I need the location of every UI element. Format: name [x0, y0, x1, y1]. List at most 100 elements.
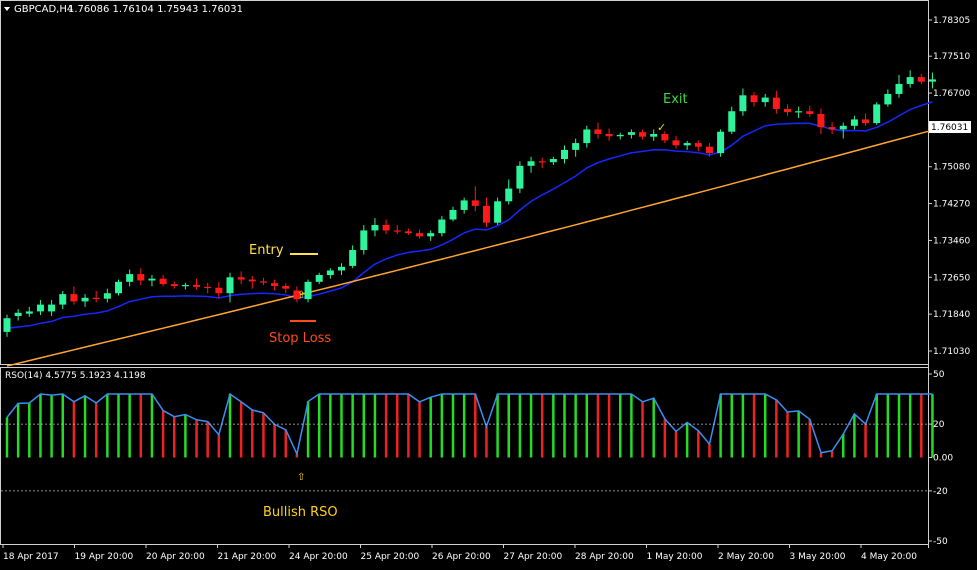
- candle-body: [482, 205, 490, 223]
- price-tick-label: 1.77510: [933, 52, 970, 62]
- candle-body: [170, 284, 178, 286]
- candle-body: [226, 277, 234, 294]
- rso-tick-label: -50: [933, 537, 948, 547]
- candle-body: [538, 161, 546, 163]
- candle-body: [36, 304, 44, 312]
- time-tick-label: 19 Apr 20:00: [75, 552, 134, 562]
- candle-body: [204, 286, 212, 289]
- candle-body: [271, 283, 279, 286]
- candle-body: [784, 108, 791, 113]
- candle-body: [338, 266, 345, 271]
- time-tick-label: 28 Apr 20:00: [575, 552, 634, 562]
- candle-body: [416, 233, 424, 237]
- candle-body: [862, 119, 870, 124]
- price-tick-label: 1.78305: [933, 16, 970, 26]
- exit-check-icon: ✓: [657, 121, 666, 134]
- candle-body: [817, 113, 825, 128]
- candle-body: [25, 311, 33, 314]
- candle-body: [839, 125, 847, 130]
- candle-body: [928, 79, 936, 82]
- price-tick-label: 1.75080: [933, 163, 970, 173]
- time-tick-label: 27 Apr 20:00: [504, 552, 563, 562]
- main-panel-border: [0, 0, 929, 365]
- moving-averages: [6, 101, 933, 367]
- candle-body: [159, 278, 167, 285]
- candle-body: [627, 132, 635, 135]
- time-tick-label: 24 Apr 20:00: [289, 552, 348, 562]
- rso-axis: 50 20 0.00 -20 -50: [1, 370, 953, 547]
- time-tick-label: 1 May 20:00: [647, 552, 703, 562]
- rso-tick-label: 0.00: [933, 454, 953, 464]
- rso-signal-line: [6, 392, 933, 457]
- symbol-label[interactable]: GBPCAD,H4: [14, 4, 73, 15]
- rso-title: RSO(14) 4.5775 5.1923 4.1198: [5, 371, 146, 381]
- time-axis: 18 Apr 2017 19 Apr 20:00 20 Apr 20:00 21 Ap…: [2, 544, 917, 562]
- candle-body: [449, 209, 457, 220]
- price-tick-label: 1.72650: [933, 273, 970, 283]
- buy-arrow-icon: ⇧: [297, 290, 305, 301]
- candles: [3, 70, 936, 337]
- candle-body: [527, 161, 535, 166]
- candle-body: [315, 275, 323, 282]
- candle-body: [259, 281, 267, 283]
- candle-body: [193, 285, 201, 287]
- rso-histogram: [5, 392, 934, 458]
- candle-body: [349, 249, 357, 266]
- candle-body: [594, 129, 602, 134]
- price-axis: 1.783051.775101.767001.758901.750801.742…: [928, 16, 970, 357]
- current-price-tag: 1.76031: [929, 121, 971, 133]
- candle-body: [750, 95, 758, 103]
- slow-ma-line: [6, 129, 933, 367]
- time-tick-label: 26 Apr 20:00: [432, 552, 491, 562]
- candle-body: [705, 146, 713, 154]
- candle-body: [505, 188, 513, 202]
- candle-body: [772, 97, 780, 109]
- price-tick-label: 1.71030: [933, 347, 970, 357]
- price-tick-label: 1.74270: [933, 200, 970, 210]
- candle-body: [739, 95, 747, 112]
- time-tick-label: 25 Apr 20:00: [361, 552, 420, 562]
- symbol-dropdown-icon[interactable]: [4, 7, 10, 11]
- candle-body: [293, 290, 301, 300]
- candle-body: [404, 231, 412, 234]
- candle-body: [70, 294, 78, 302]
- candle-body: [917, 77, 925, 82]
- candle-body: [215, 287, 223, 294]
- candle-body: [81, 297, 89, 302]
- candle-body: [572, 143, 580, 150]
- time-tick-label: 18 Apr 2017: [3, 552, 59, 562]
- candle-body: [393, 230, 401, 232]
- candle-body: [115, 281, 122, 294]
- candle-body: [103, 293, 111, 299]
- candle-body: [3, 318, 11, 332]
- time-tick-label: 3 May 20:00: [790, 552, 846, 562]
- candle-body: [717, 131, 725, 154]
- candle-body: [549, 158, 557, 163]
- candle-body: [248, 279, 256, 282]
- candle-body: [304, 281, 312, 300]
- candle-body: [806, 111, 814, 114]
- candle-body: [583, 129, 591, 144]
- current-price-value: 1.76031: [931, 123, 968, 133]
- candle-body: [795, 111, 803, 113]
- candle-body: [371, 224, 379, 231]
- candle-body: [616, 134, 624, 137]
- candle-body: [382, 224, 390, 231]
- candle-body: [516, 165, 524, 189]
- candle-body: [761, 97, 769, 103]
- entry-label: Entry: [249, 243, 284, 258]
- candle-body: [884, 93, 892, 105]
- candle-body: [460, 200, 468, 210]
- candle-body: [561, 149, 568, 159]
- price-tick-label: 1.71840: [933, 310, 970, 320]
- candle-body: [494, 201, 502, 223]
- time-tick-label: 21 Apr 20:00: [218, 552, 277, 562]
- time-tick-label: 20 Apr 20:00: [146, 552, 205, 562]
- candle-body: [326, 270, 334, 276]
- price-tick-label: 1.76700: [933, 89, 970, 99]
- candle-body: [873, 104, 881, 124]
- candle-body: [694, 143, 702, 147]
- rso-tick-label: 20: [933, 420, 945, 430]
